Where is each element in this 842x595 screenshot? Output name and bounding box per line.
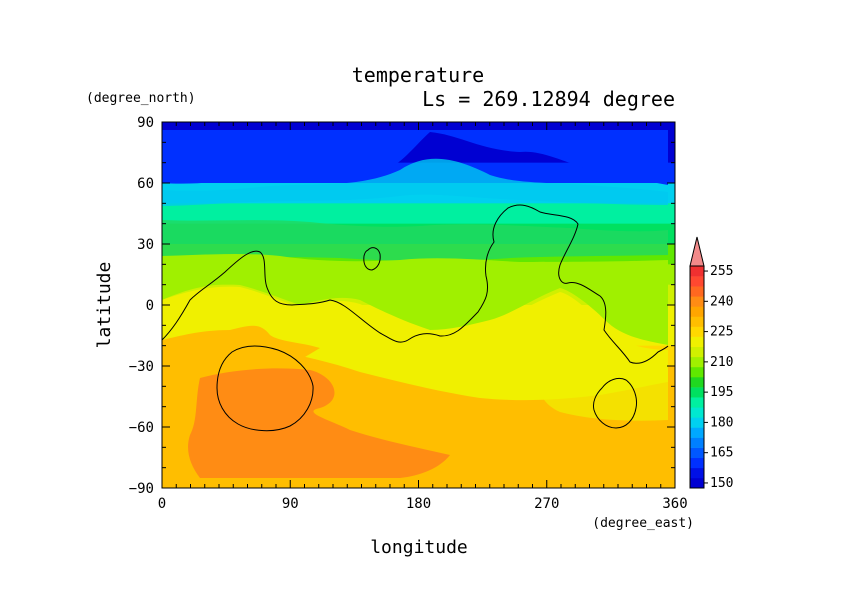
colorbar-swatch [690, 366, 704, 378]
colorbar-tick-label: 150 [710, 476, 733, 491]
x-tick-label: 0 [158, 496, 166, 512]
colorbar-swatch [690, 296, 704, 307]
x-tick-label: 360 [662, 496, 687, 512]
colorbar-swatch [690, 417, 704, 428]
chart-subtitle: Ls = 269.12894 degree [422, 87, 675, 111]
southwest-orange-region [162, 325, 320, 372]
tropical-greenyellow-region [162, 253, 668, 345]
colorbar-tick-label: 210 [710, 355, 733, 370]
colorbar-swatch [690, 457, 704, 469]
colorbar-tick-label: 255 [710, 264, 733, 279]
temperature-field [162, 122, 675, 488]
x-unit-label: (degree_east) [592, 516, 694, 531]
southeast-loop [593, 377, 637, 429]
colorbar-swatch [690, 356, 704, 368]
colorbar-swatch [690, 467, 704, 479]
y-unit-label: (degree_north) [86, 91, 196, 106]
colorbar-tick-label: 195 [710, 385, 733, 400]
colorbar-swatch [690, 346, 704, 358]
colorbar-swatch [690, 387, 704, 398]
small-north-loop [363, 247, 381, 271]
y-tick-label: 90 [137, 115, 154, 131]
colorbar-swatch [690, 316, 704, 327]
colorbar-tick-labels: 255 240 225 210 195 180 165 150 [704, 264, 733, 491]
x-axis-label: longitude [370, 537, 468, 558]
colorbar-max-extension [689, 236, 705, 267]
contour-lines [161, 204, 669, 432]
colorbar-swatch [690, 447, 704, 459]
colorbar-swatch [690, 306, 704, 317]
colorbar-swatch [690, 326, 704, 337]
northern-green-region [162, 220, 668, 261]
x-tick-label: 90 [282, 496, 299, 512]
plot-frame: 0 90 180 270 360 90 60 30 0 −30 −60 −90 [129, 115, 688, 512]
y-tick-label: −30 [129, 359, 154, 375]
x-tick-label: 180 [406, 496, 431, 512]
southwest-loop [216, 345, 314, 432]
colorbar-swatch [690, 427, 704, 438]
colorbar-swatch [690, 407, 704, 418]
colorbar-border [689, 265, 705, 489]
northern-wave-region [162, 130, 668, 185]
colorbar-tick-label: 240 [710, 294, 733, 309]
y-tick-label: 30 [137, 237, 154, 253]
colorbar-swatch [690, 477, 704, 489]
chart-title: temperature [352, 63, 484, 87]
colorbar-tick-label: 225 [710, 325, 733, 340]
colorbar-swatch [690, 266, 704, 277]
axis-tick-labels: 0 90 180 270 360 90 60 30 0 −30 −60 −90 [129, 115, 688, 512]
colorbar-swatch [690, 377, 704, 388]
dark-orange-region [188, 368, 450, 478]
colorbar-swatches [690, 266, 704, 489]
y-tick-label: 0 [146, 298, 154, 314]
latitude-band [162, 203, 675, 225]
y-axis-label: latitude [94, 262, 115, 349]
axis-ticks [161, 121, 676, 489]
equatorial-contour [161, 204, 669, 364]
y-tick-label: −90 [129, 481, 154, 497]
colorbar-tick-label: 180 [710, 415, 733, 430]
northern-cyan-region [162, 158, 668, 206]
colorbar-swatch [690, 276, 704, 287]
yellow-zone [162, 286, 668, 411]
colorbar-swatch [690, 397, 704, 408]
colorbar-swatch [690, 286, 704, 297]
colorbar-tick-label: 165 [710, 446, 733, 461]
x-tick-label: 270 [534, 496, 559, 512]
colorbar: 255 240 225 210 195 180 165 150 [689, 236, 733, 491]
y-tick-label: 60 [137, 176, 154, 192]
colorbar-swatch [690, 336, 704, 348]
colorbar-swatch [690, 437, 704, 448]
y-tick-label: −60 [129, 420, 154, 436]
